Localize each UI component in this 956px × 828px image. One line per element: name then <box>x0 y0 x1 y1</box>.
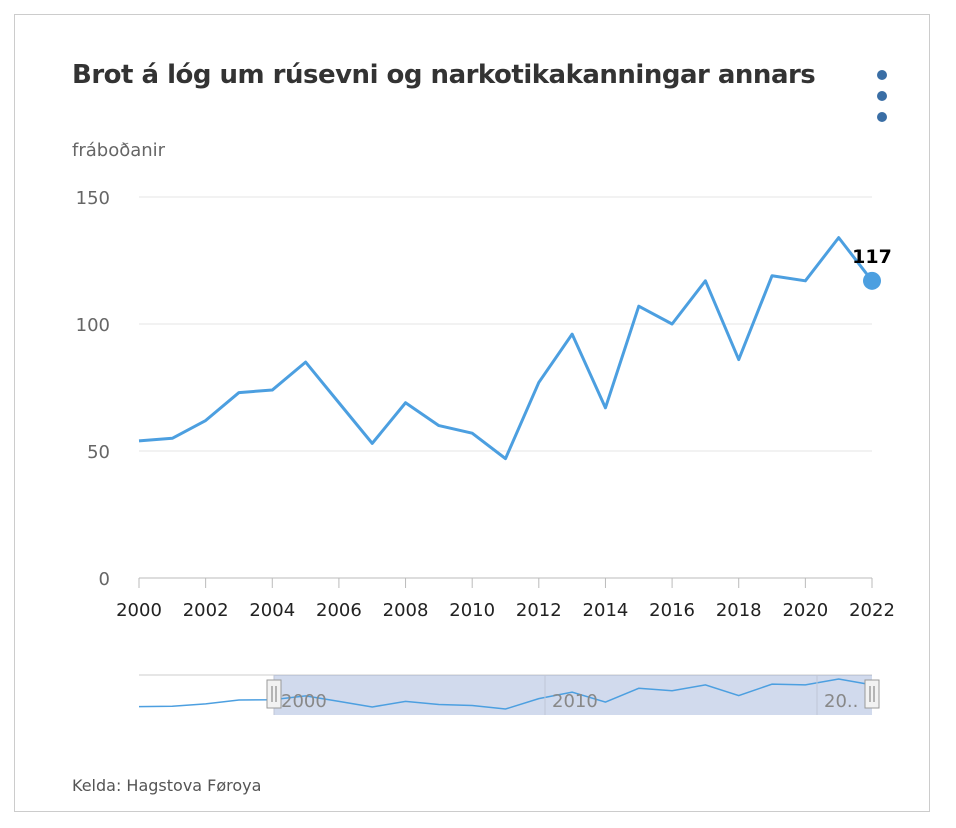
menu-dot-icon <box>877 91 887 101</box>
y-tick-label: 150 <box>76 188 110 209</box>
x-tick-label: 2002 <box>183 600 229 621</box>
y-tick-label: 100 <box>76 315 110 336</box>
x-tick-label: 2004 <box>249 600 295 621</box>
chart-title: Brot á lóg um rúsevni og narkotikakannin… <box>72 60 816 90</box>
chart-card <box>14 14 930 812</box>
navigator-label: 20.. <box>824 691 858 712</box>
x-tick-label: 2006 <box>316 600 362 621</box>
navigator-series <box>138 678 873 710</box>
x-tick-label: 2016 <box>649 600 695 621</box>
x-tick-label: 2000 <box>116 600 162 621</box>
navigator-label: 2000 <box>281 691 327 712</box>
navigator-handle[interactable] <box>864 679 880 709</box>
x-tick-label: 2010 <box>449 600 495 621</box>
menu-dot-icon <box>877 70 887 80</box>
x-tick-label: 2018 <box>716 600 762 621</box>
series-line[interactable] <box>138 236 874 461</box>
x-tick-label: 2008 <box>383 600 429 621</box>
credit[interactable]: Kelda: Hagstova Føroya <box>72 776 262 795</box>
context-menu-button[interactable] <box>874 70 890 130</box>
navigator-handle[interactable] <box>266 679 282 709</box>
menu-dot-icon <box>877 112 887 122</box>
data-label: 117 <box>852 246 892 268</box>
y-tick-label: 50 <box>87 442 110 463</box>
y-tick-label: 0 <box>99 569 110 590</box>
chart-subtitle: fráboðanir <box>72 140 166 161</box>
x-tick-label: 2014 <box>583 600 629 621</box>
x-tick-label: 2022 <box>849 600 895 621</box>
x-tick-label: 2012 <box>516 600 562 621</box>
data-point[interactable] <box>863 271 881 290</box>
navigator-label: 2010 <box>552 691 598 712</box>
navigator-selection[interactable] <box>274 675 872 715</box>
x-tick-label: 2020 <box>782 600 828 621</box>
